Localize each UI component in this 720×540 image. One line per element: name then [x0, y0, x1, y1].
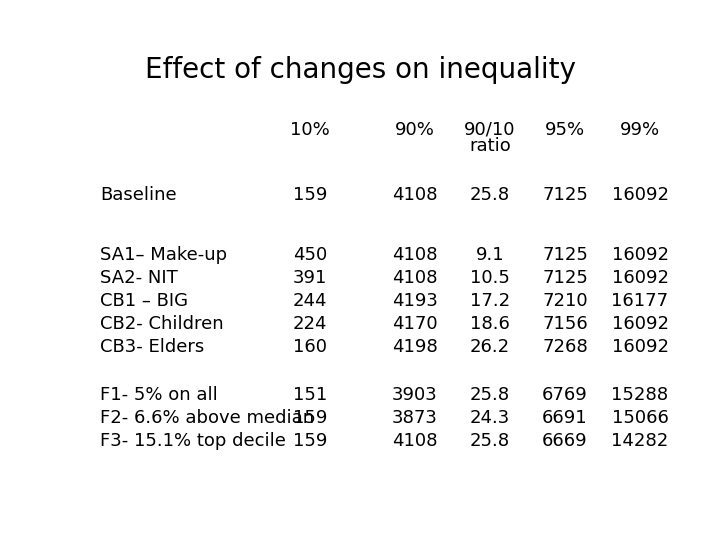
Text: 4193: 4193 [392, 292, 438, 310]
Text: 3903: 3903 [392, 386, 438, 404]
Text: CB1 – BIG: CB1 – BIG [100, 292, 188, 310]
Text: 159: 159 [293, 186, 327, 204]
Text: 26.2: 26.2 [470, 338, 510, 356]
Text: 25.8: 25.8 [470, 386, 510, 404]
Text: 16092: 16092 [611, 315, 668, 333]
Text: 7268: 7268 [542, 338, 588, 356]
Text: 17.2: 17.2 [470, 292, 510, 310]
Text: 90%: 90% [395, 121, 435, 139]
Text: CB3- Elders: CB3- Elders [100, 338, 204, 356]
Text: 25.8: 25.8 [470, 432, 510, 450]
Text: 450: 450 [293, 246, 327, 264]
Text: F2- 6.6% above median: F2- 6.6% above median [100, 409, 314, 427]
Text: 159: 159 [293, 432, 327, 450]
Text: SA2- NIT: SA2- NIT [100, 269, 178, 287]
Text: 16177: 16177 [611, 292, 669, 310]
Text: 224: 224 [293, 315, 328, 333]
Text: 7210: 7210 [542, 292, 588, 310]
Text: 15288: 15288 [611, 386, 669, 404]
Text: 244: 244 [293, 292, 328, 310]
Text: ratio: ratio [469, 137, 511, 155]
Text: 6669: 6669 [542, 432, 588, 450]
Text: CB2- Children: CB2- Children [100, 315, 224, 333]
Text: 4108: 4108 [392, 269, 438, 287]
Text: 4170: 4170 [392, 315, 438, 333]
Text: 16092: 16092 [611, 246, 668, 264]
Text: Effect of changes on inequality: Effect of changes on inequality [145, 56, 575, 84]
Text: 95%: 95% [545, 121, 585, 139]
Text: 160: 160 [293, 338, 327, 356]
Text: 7125: 7125 [542, 246, 588, 264]
Text: SA1– Make-up: SA1– Make-up [100, 246, 227, 264]
Text: 18.6: 18.6 [470, 315, 510, 333]
Text: 99%: 99% [620, 121, 660, 139]
Text: 25.8: 25.8 [470, 186, 510, 204]
Text: F3- 15.1% top decile: F3- 15.1% top decile [100, 432, 286, 450]
Text: Baseline: Baseline [100, 186, 176, 204]
Text: 391: 391 [293, 269, 327, 287]
Text: 159: 159 [293, 409, 327, 427]
Text: 90/10: 90/10 [464, 121, 516, 139]
Text: 4108: 4108 [392, 246, 438, 264]
Text: F1- 5% on all: F1- 5% on all [100, 386, 217, 404]
Text: 7125: 7125 [542, 269, 588, 287]
Text: 9.1: 9.1 [476, 246, 504, 264]
Text: 7156: 7156 [542, 315, 588, 333]
Text: 10.5: 10.5 [470, 269, 510, 287]
Text: 16092: 16092 [611, 186, 668, 204]
Text: 6769: 6769 [542, 386, 588, 404]
Text: 15066: 15066 [611, 409, 668, 427]
Text: 10%: 10% [290, 121, 330, 139]
Text: 6691: 6691 [542, 409, 588, 427]
Text: 7125: 7125 [542, 186, 588, 204]
Text: 24.3: 24.3 [470, 409, 510, 427]
Text: 151: 151 [293, 386, 327, 404]
Text: 4108: 4108 [392, 186, 438, 204]
Text: 4198: 4198 [392, 338, 438, 356]
Text: 14282: 14282 [611, 432, 669, 450]
Text: 16092: 16092 [611, 269, 668, 287]
Text: 16092: 16092 [611, 338, 668, 356]
Text: 4108: 4108 [392, 432, 438, 450]
Text: 3873: 3873 [392, 409, 438, 427]
